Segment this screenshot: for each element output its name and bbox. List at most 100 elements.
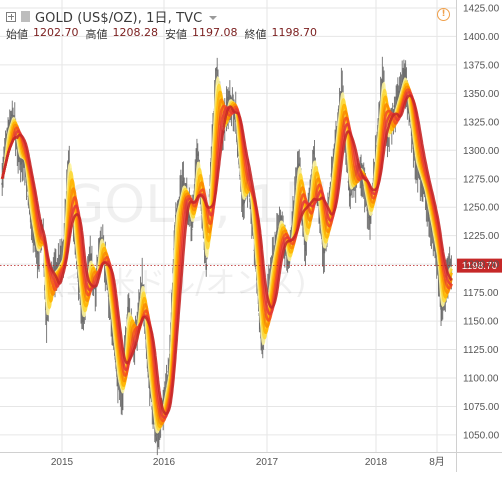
y-tick-label: 1050.00 <box>463 430 500 441</box>
price-candle-body <box>54 265 56 274</box>
price-candle-body <box>422 182 425 195</box>
y-tick-label: 1275.00 <box>463 174 500 185</box>
price-candle-body <box>396 96 398 100</box>
price-candle-body <box>234 117 236 119</box>
alert-icon[interactable]: ! <box>437 8 450 21</box>
y-tick-label: 1425.00 <box>463 3 500 14</box>
price-candle-body <box>249 198 251 203</box>
moving-average-ribbon <box>0 76 453 434</box>
price-candle-body <box>181 180 184 187</box>
price-candle-body <box>126 317 128 319</box>
price-candle-body <box>241 196 244 207</box>
y-tick-label: 1225.00 <box>463 231 500 242</box>
y-tick-label: 1125.00 <box>463 345 499 356</box>
price-candle-body <box>397 90 400 103</box>
price-candle-body <box>261 346 263 349</box>
price-candle-body <box>127 306 129 317</box>
price-candle-body <box>196 153 199 157</box>
price-candle-body <box>227 96 229 101</box>
price-candle-body <box>280 215 283 221</box>
y-tick-label: 1200.00 <box>463 260 500 271</box>
price-candle-body <box>89 254 92 266</box>
price-candle-body <box>19 159 22 165</box>
price-candle-body <box>407 108 410 110</box>
price-candle-body <box>303 234 306 245</box>
price-candle-body <box>226 101 229 108</box>
price-candle-body <box>440 301 442 310</box>
price-candle-body <box>399 86 402 91</box>
price-candle-body <box>28 205 30 209</box>
price-candle-body <box>253 249 256 251</box>
x-axis: 2015 2016 2017 2018 8月 <box>51 456 445 468</box>
price-candle-body <box>117 377 119 380</box>
price-candle-body <box>413 150 416 155</box>
price-candle-body <box>18 158 20 160</box>
price-candle-body <box>236 140 239 145</box>
y-tick-label: 1150.00 <box>463 317 499 328</box>
price-candle-body <box>368 216 370 218</box>
price-candle-body <box>381 79 384 87</box>
y-tick-label: 1400.00 <box>463 32 500 43</box>
price-candle-body <box>5 135 8 137</box>
price-candle-body <box>154 434 157 437</box>
price-candle-body <box>425 200 428 203</box>
price-candle-body <box>339 93 342 97</box>
price-candle-body <box>362 178 364 187</box>
price-candle-body <box>308 197 310 202</box>
y-axis: 1050.00 1075.00 1100.00 1125.00 1150.00 1175.… <box>463 3 500 441</box>
y-tick-label: 1100.00 <box>463 373 499 384</box>
price-candle-body <box>328 190 331 200</box>
price-candle-body <box>1 182 3 185</box>
price-candle-body <box>79 293 81 299</box>
y-tick-label: 1250.00 <box>463 203 500 214</box>
collapse-plus-icon[interactable] <box>6 11 16 22</box>
price-candle-body <box>151 406 154 410</box>
price-candle-body <box>175 209 178 212</box>
price-candle-body <box>319 217 321 224</box>
price-candle-body <box>366 204 369 212</box>
price-candle-body <box>441 308 443 310</box>
open-value: 1202.70 <box>33 26 79 39</box>
price-candle-body <box>76 261 78 265</box>
price-candle-body <box>188 213 191 219</box>
price-candle-body <box>398 90 401 95</box>
symbol-title[interactable]: GOLD (US$/OZ), 1日, TVC <box>35 11 203 26</box>
x-tick-label: 8月 <box>429 456 445 468</box>
price-candle-body <box>296 166 299 168</box>
price-candle-body <box>104 271 107 273</box>
price-candle-body <box>426 202 429 209</box>
price-candle-body <box>403 68 406 78</box>
price-candle-body <box>31 226 34 228</box>
price-candle-body <box>112 343 115 345</box>
moving-average-line <box>0 91 453 419</box>
price-candle-body <box>67 159 70 166</box>
price-candle-body <box>309 187 311 189</box>
price-candle-body <box>419 177 422 179</box>
price-candle-body <box>24 176 27 178</box>
price-candle-body <box>33 232 35 242</box>
price-candle-body <box>322 246 325 251</box>
x-tick-label: 2017 <box>256 457 279 468</box>
price-candle-body <box>348 183 351 191</box>
high-label: 高値 <box>85 28 108 41</box>
x-tick-label: 2016 <box>153 457 176 468</box>
price-candle-body <box>57 263 60 265</box>
chevron-down-icon[interactable] <box>209 15 218 20</box>
last-price-badge <box>457 258 502 273</box>
price-candle-body <box>421 179 423 189</box>
close-label: 終値 <box>244 28 267 41</box>
x-tick-label: 2018 <box>365 457 388 468</box>
price-candle-body <box>286 259 289 266</box>
price-candle-body <box>149 394 152 397</box>
price-candle-body <box>298 163 301 168</box>
price-candle-body <box>347 180 350 183</box>
y-tick-label: 1075.00 <box>463 402 500 413</box>
price-candle-body <box>239 175 241 176</box>
price-candle-body <box>430 225 433 233</box>
price-candle-body <box>112 333 114 337</box>
price-candle-body <box>448 261 451 272</box>
price-candle-body <box>418 173 421 179</box>
symbol-swatch-icon <box>21 11 30 22</box>
